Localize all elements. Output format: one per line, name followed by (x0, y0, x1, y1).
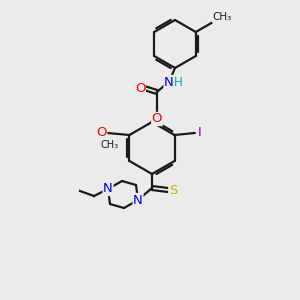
Text: CH₃: CH₃ (212, 12, 232, 22)
Text: H: H (174, 76, 182, 89)
Text: N: N (164, 76, 174, 88)
Text: I: I (198, 127, 201, 140)
Text: N: N (133, 194, 143, 206)
Text: S: S (169, 184, 177, 196)
Text: O: O (135, 82, 145, 94)
Text: N: N (103, 182, 113, 196)
Text: CH₃: CH₃ (100, 140, 118, 150)
Text: O: O (96, 127, 107, 140)
Text: O: O (152, 112, 162, 125)
